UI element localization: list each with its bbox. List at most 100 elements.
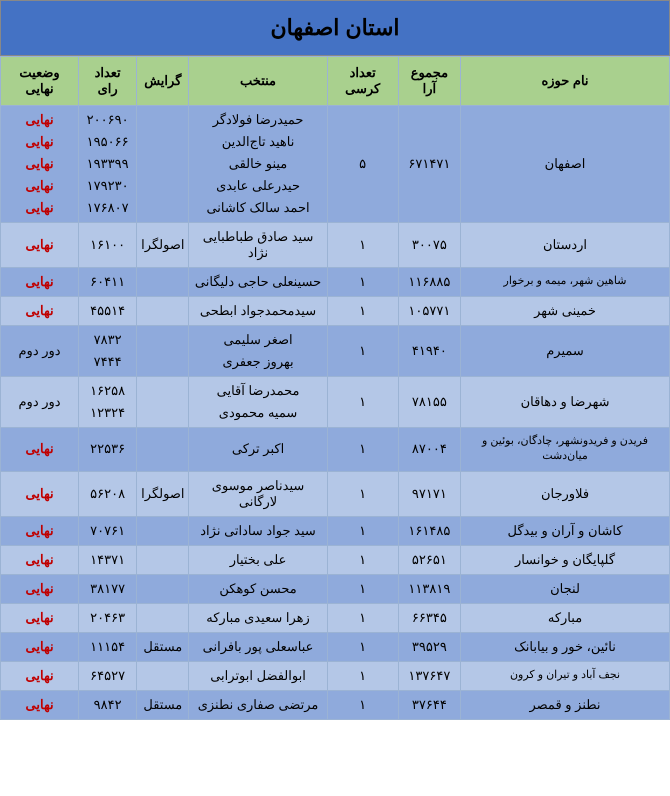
- cell-lean: [137, 603, 189, 632]
- cell-region: نجف آباد و تیران و کرون: [461, 661, 670, 690]
- cell-region: کاشان و آران و بیدگل: [461, 516, 670, 545]
- cell-counts: ۱۶۱۰۰: [79, 223, 137, 268]
- elected-name: حسینعلی حاجی دلیگانی: [193, 274, 322, 290]
- vote-count: ۱۷۹۲۳۰: [83, 178, 132, 194]
- cell-elected: مرتضی صفاری نطنزی: [189, 690, 327, 719]
- status-text: نهایی: [5, 523, 74, 539]
- cell-elected: سیدمحمدجواد ابطحی: [189, 297, 327, 326]
- cell-total-votes: ۳۰۰۷۵: [398, 223, 460, 268]
- vote-count: ۲۰۴۶۳: [83, 610, 132, 626]
- cell-seats: ۱: [327, 603, 398, 632]
- cell-elected: محمدرضا آقاییسمیه محمودی: [189, 377, 327, 428]
- col-elected: منتخب: [189, 57, 327, 106]
- header-row: نام حوزه مجموع آرا تعداد کرسی منتخب گرای…: [1, 57, 670, 106]
- status-text: دور دوم: [5, 394, 74, 410]
- table-row: فلاورجان۹۷۱۷۱۱سیدناصر موسوی لارگانیاصولگ…: [1, 471, 670, 516]
- cell-status: نهایی: [1, 661, 79, 690]
- cell-status: نهایینهایینهایینهایینهایی: [1, 106, 79, 223]
- election-table-container: استان اصفهان نام حوزه مجموع آرا تعداد کر…: [0, 0, 670, 720]
- cell-seats: ۱: [327, 471, 398, 516]
- status-text: نهایی: [5, 134, 74, 150]
- cell-counts: ۲۰۴۶۳: [79, 603, 137, 632]
- elected-name: اکبر ترکی: [193, 441, 322, 457]
- cell-region: سمیرم: [461, 326, 670, 377]
- cell-counts: ۹۸۴۲: [79, 690, 137, 719]
- elected-name: ناهید تاج‌الدین: [193, 134, 322, 150]
- table-row: شاهین شهر، میمه و برخوار۱۱۶۸۸۵۱حسینعلی ح…: [1, 268, 670, 297]
- cell-total-votes: ۹۷۱۷۱: [398, 471, 460, 516]
- results-table: نام حوزه مجموع آرا تعداد کرسی منتخب گرای…: [0, 56, 670, 720]
- cell-total-votes: ۱۳۷۶۴۷: [398, 661, 460, 690]
- cell-counts: ۱۱۱۵۴: [79, 632, 137, 661]
- cell-seats: ۱: [327, 268, 398, 297]
- status-text: نهایی: [5, 441, 74, 457]
- cell-total-votes: ۱۱۳۸۱۹: [398, 574, 460, 603]
- cell-status: نهایی: [1, 690, 79, 719]
- cell-status: دور دوم: [1, 377, 79, 428]
- col-total-votes: مجموع آرا: [398, 57, 460, 106]
- cell-lean: [137, 106, 189, 223]
- elected-name: بهروز جعفری: [193, 354, 322, 370]
- cell-total-votes: ۱۶۱۴۸۵: [398, 516, 460, 545]
- cell-status: نهایی: [1, 516, 79, 545]
- status-text: نهایی: [5, 178, 74, 194]
- cell-region: فریدن و فریدونشهر، چادگان، بوئین و میان‌…: [461, 428, 670, 472]
- cell-status: نهایی: [1, 632, 79, 661]
- cell-lean: [137, 661, 189, 690]
- cell-total-votes: ۱۰۵۷۷۱: [398, 297, 460, 326]
- cell-region: نطنز و قمصر: [461, 690, 670, 719]
- vote-count: ۱۲۳۲۴: [83, 405, 132, 421]
- cell-seats: ۱: [327, 545, 398, 574]
- table-row: نطنز و قمصر۳۷۶۴۴۱مرتضی صفاری نطنزیمستقل۹…: [1, 690, 670, 719]
- status-text: نهایی: [5, 303, 74, 319]
- cell-region: فلاورجان: [461, 471, 670, 516]
- elected-name: حیدرعلی عابدی: [193, 178, 322, 194]
- elected-name: سید صادق طباطبایی نژاد: [193, 229, 322, 261]
- cell-elected: ابوالفضل ابوترابی: [189, 661, 327, 690]
- cell-region: اصفهان: [461, 106, 670, 223]
- cell-seats: ۱: [327, 326, 398, 377]
- cell-counts: ۷۰۷۶۱: [79, 516, 137, 545]
- vote-count: ۴۵۵۱۴: [83, 303, 132, 319]
- elected-name: علی بختیار: [193, 552, 322, 568]
- table-row: سمیرم۴۱۹۴۰۱اصغر سلیمیبهروز جعفری۷۸۳۲۷۴۴۴…: [1, 326, 670, 377]
- cell-status: نهایی: [1, 428, 79, 472]
- elected-name: سیدمحمدجواد ابطحی: [193, 303, 322, 319]
- status-text: نهایی: [5, 639, 74, 655]
- elected-name: محسن کوهکن: [193, 581, 322, 597]
- col-seats: تعداد کرسی: [327, 57, 398, 106]
- vote-count: ۱۴۳۷۱: [83, 552, 132, 568]
- cell-status: دور دوم: [1, 326, 79, 377]
- cell-counts: ۱۶۲۵۸۱۲۳۲۴: [79, 377, 137, 428]
- cell-lean: [137, 377, 189, 428]
- cell-elected: اصغر سلیمی بهروز جعفری: [189, 326, 327, 377]
- table-row: اصفهان۶۷۱۴۷۱۵حمیدرضا فولادگرناهید تاج‌ال…: [1, 106, 670, 223]
- cell-seats: ۱: [327, 690, 398, 719]
- table-body: اصفهان۶۷۱۴۷۱۵حمیدرضا فولادگرناهید تاج‌ال…: [1, 106, 670, 720]
- cell-seats: ۱: [327, 223, 398, 268]
- cell-seats: ۱: [327, 428, 398, 472]
- vote-count: ۱۶۱۰۰: [83, 237, 132, 253]
- table-row: اردستان۳۰۰۷۵۱سید صادق طباطبایی نژاداصولگ…: [1, 223, 670, 268]
- cell-lean: [137, 574, 189, 603]
- cell-lean: [137, 428, 189, 472]
- cell-total-votes: ۳۹۵۲۹: [398, 632, 460, 661]
- cell-lean: اصولگرا: [137, 223, 189, 268]
- vote-count: ۷۴۴۴: [83, 354, 132, 370]
- vote-count: ۵۶۲۰۸: [83, 486, 132, 502]
- elected-name: مرتضی صفاری نطنزی: [193, 697, 322, 713]
- cell-elected: سیدناصر موسوی لارگانی: [189, 471, 327, 516]
- cell-elected: علی بختیار: [189, 545, 327, 574]
- vote-count: ۳۸۱۷۷: [83, 581, 132, 597]
- col-lean: گرایش: [137, 57, 189, 106]
- vote-count: ۷۸۳۲: [83, 332, 132, 348]
- elected-name: اصغر سلیمی: [193, 332, 322, 348]
- cell-total-votes: ۶۶۳۴۵: [398, 603, 460, 632]
- cell-counts: ۲۲۵۳۶: [79, 428, 137, 472]
- cell-lean: [137, 545, 189, 574]
- status-text: نهایی: [5, 112, 74, 128]
- vote-count: ۲۰۰۶۹۰: [83, 112, 132, 128]
- vote-count: ۱۱۱۵۴: [83, 639, 132, 655]
- vote-count: ۹۸۴۲: [83, 697, 132, 713]
- cell-elected: حسینعلی حاجی دلیگانی: [189, 268, 327, 297]
